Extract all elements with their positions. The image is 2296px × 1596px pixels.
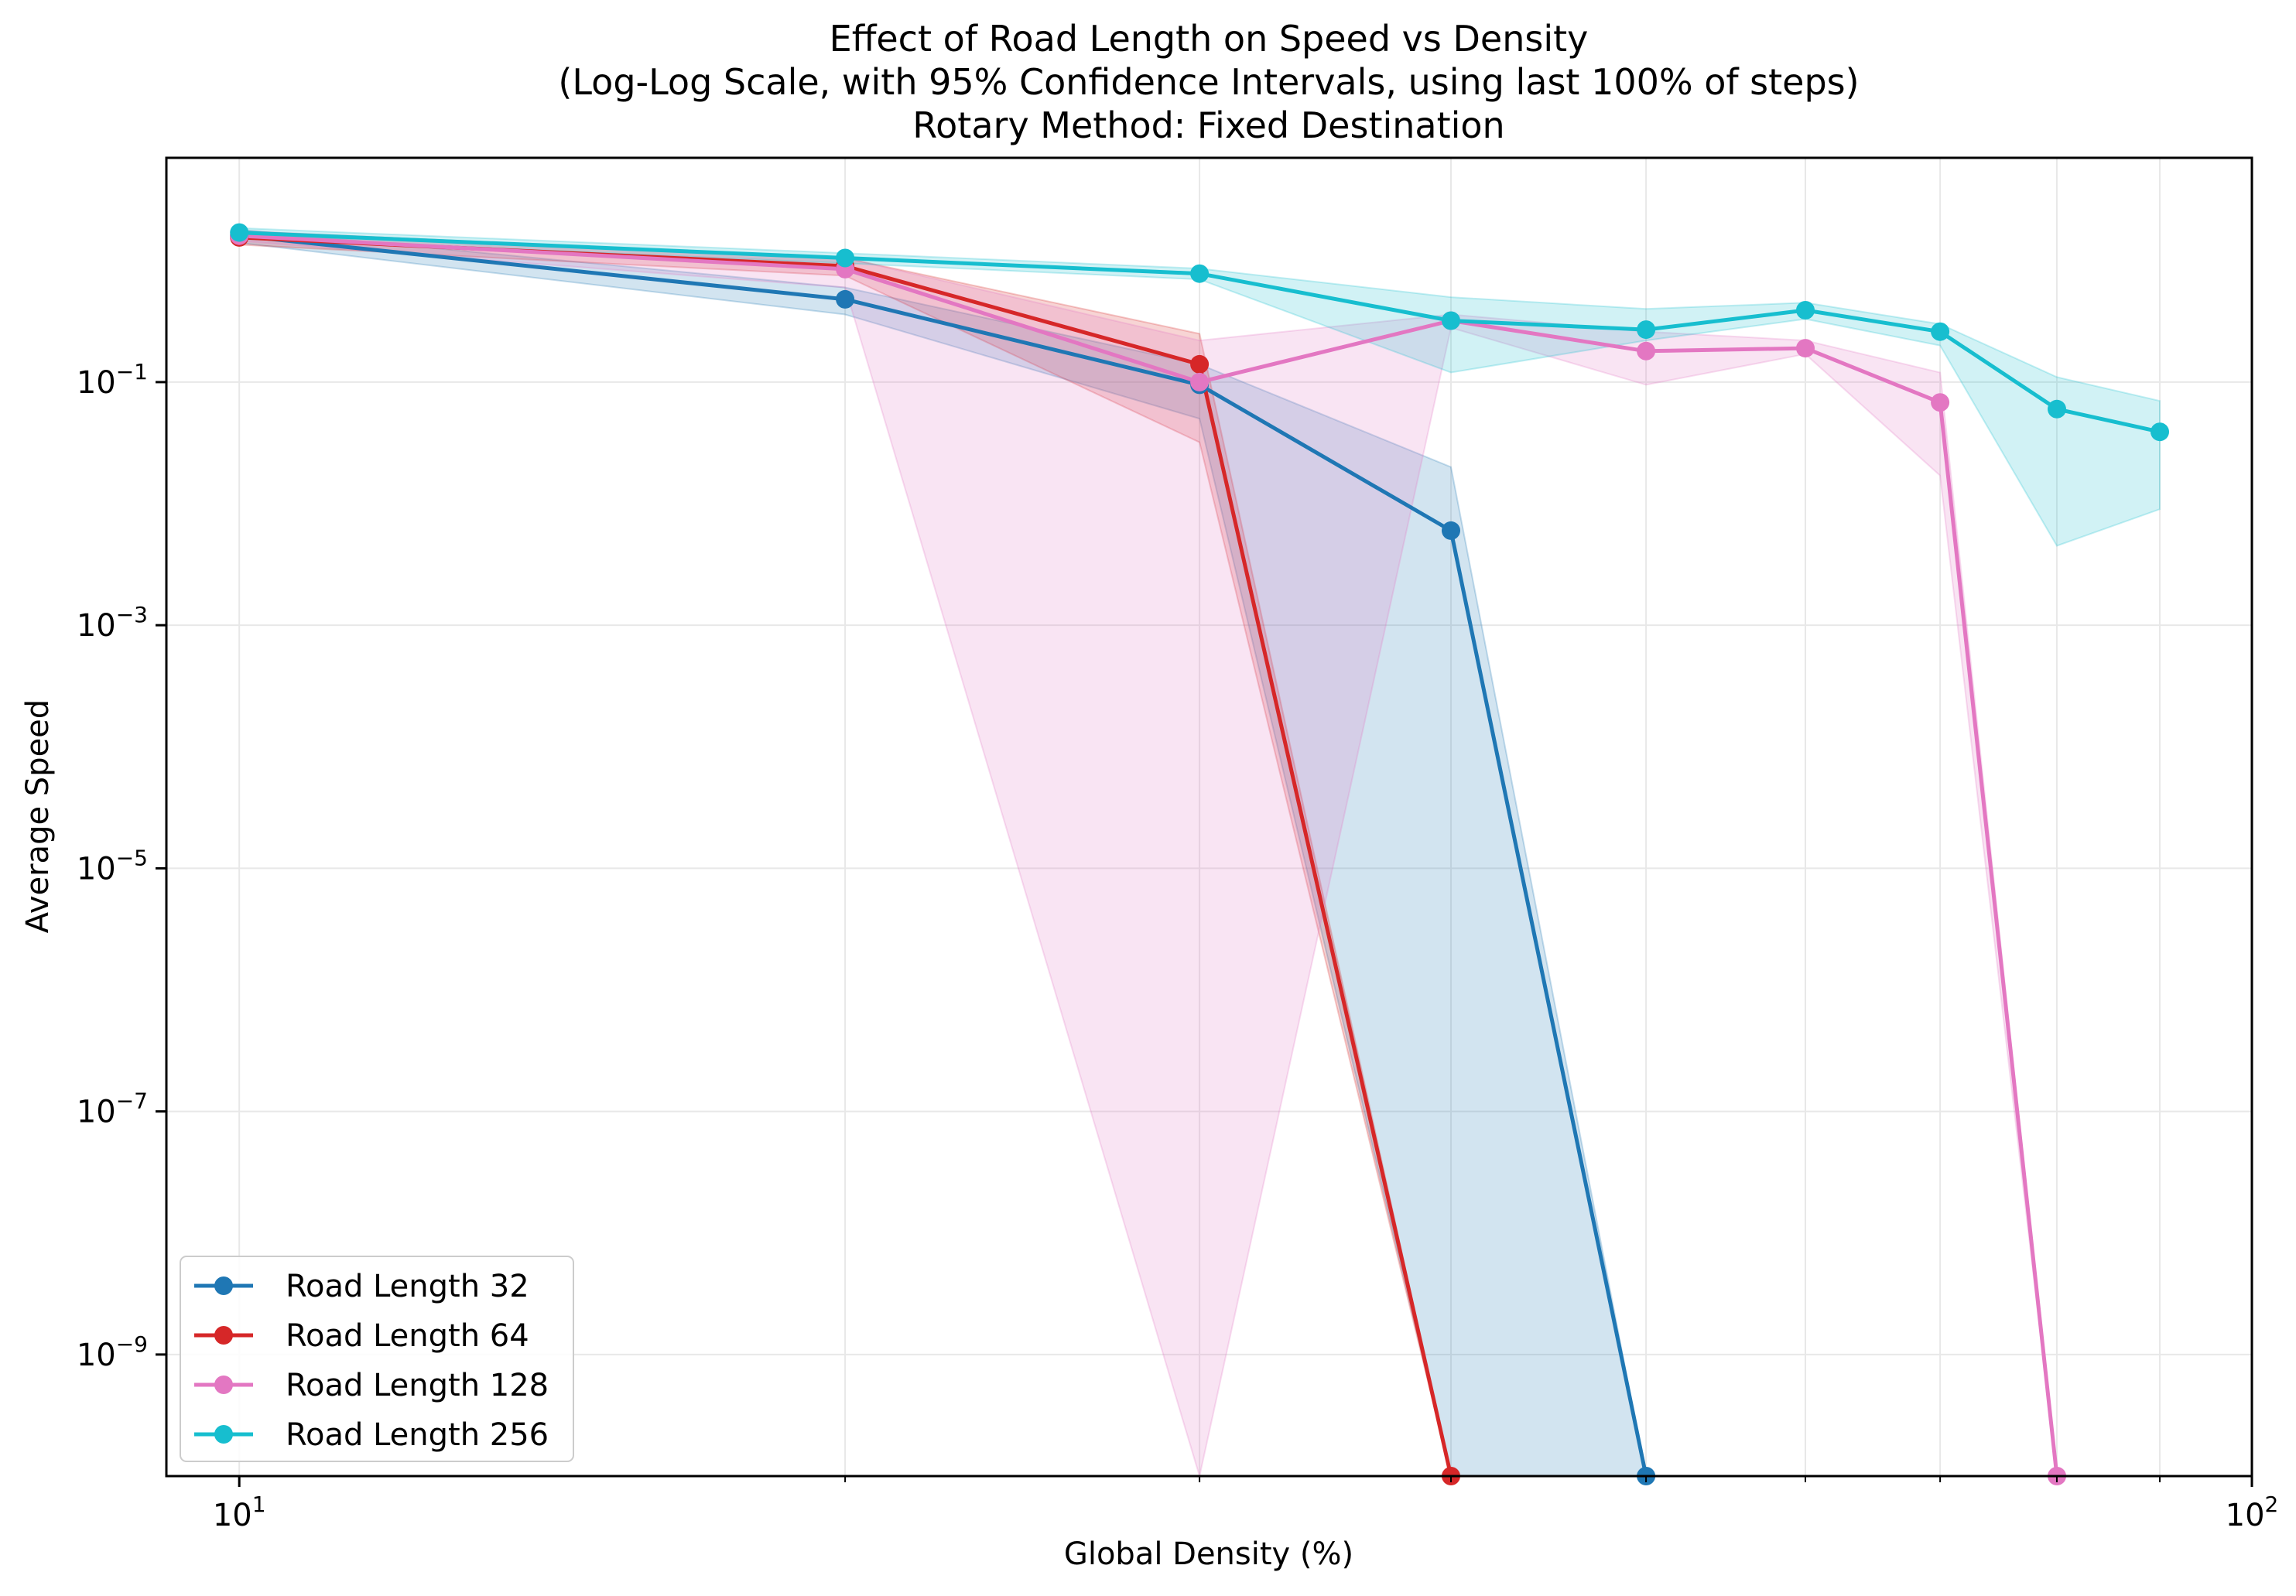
legend-label-0: Road Length 32 xyxy=(286,1269,529,1304)
data-point-3 xyxy=(2048,399,2066,419)
grid xyxy=(166,158,2253,1476)
data-point-3 xyxy=(1637,320,1656,340)
legend-marker-1 xyxy=(214,1326,233,1345)
data-point-3 xyxy=(2151,422,2169,442)
data-point-2 xyxy=(1190,372,1210,391)
legend-marker-3 xyxy=(214,1425,233,1444)
data-point-3 xyxy=(1442,311,1460,330)
data-point-3 xyxy=(836,248,855,268)
confidence-band-2 xyxy=(238,230,2058,1477)
data-point-2 xyxy=(1931,393,1950,412)
data-point-3 xyxy=(1190,264,1210,283)
x-axis-label: Global Density (%) xyxy=(1064,1536,1353,1572)
series-line-2 xyxy=(239,234,2059,1477)
data-point-1 xyxy=(1190,354,1210,374)
data-point-3 xyxy=(1931,322,1950,341)
y-tick-label: 10−7 xyxy=(77,1088,148,1130)
legend-box xyxy=(180,1256,574,1462)
legend-marker-2 xyxy=(214,1376,233,1394)
plot-frame xyxy=(165,156,2253,1478)
legend: Road Length 32 Road Length 64 Road Length … xyxy=(180,1256,574,1462)
axes: 101 102 10−9 10−7 10−5 10−3 10−1 xyxy=(77,156,2279,1533)
data-point-0 xyxy=(836,289,855,309)
y-tick-label: 10−3 xyxy=(77,602,148,644)
x-tick-label: 101 xyxy=(213,1492,266,1533)
data-point-3 xyxy=(230,223,249,242)
series-points xyxy=(230,223,2169,1485)
data-point-2 xyxy=(1637,341,1656,361)
y-tick-label: 10−1 xyxy=(77,359,148,401)
y-axis-label: Average Speed xyxy=(20,699,56,933)
confidence-band-1 xyxy=(238,230,1452,1477)
data-point-2 xyxy=(1796,339,1815,358)
data-point-3 xyxy=(1796,301,1815,320)
legend-label-2: Road Length 128 xyxy=(286,1368,549,1403)
y-tick-label: 10−9 xyxy=(77,1331,148,1373)
chart-title-line-3: Rotary Method: Fixed Destination xyxy=(912,104,1504,146)
chart-title-line-1: Effect of Road Length on Speed vs Densit… xyxy=(830,18,1589,60)
legend-label-3: Road Length 256 xyxy=(286,1417,549,1453)
x-tick-label: 102 xyxy=(2226,1492,2279,1533)
chart-title-line-2: (Log-Log Scale, with 95% Confidence Inte… xyxy=(558,61,1859,103)
legend-label-1: Road Length 64 xyxy=(286,1318,529,1354)
data-point-0 xyxy=(1442,521,1460,540)
y-tick-label: 10−5 xyxy=(77,845,148,887)
legend-marker-0 xyxy=(214,1276,233,1295)
